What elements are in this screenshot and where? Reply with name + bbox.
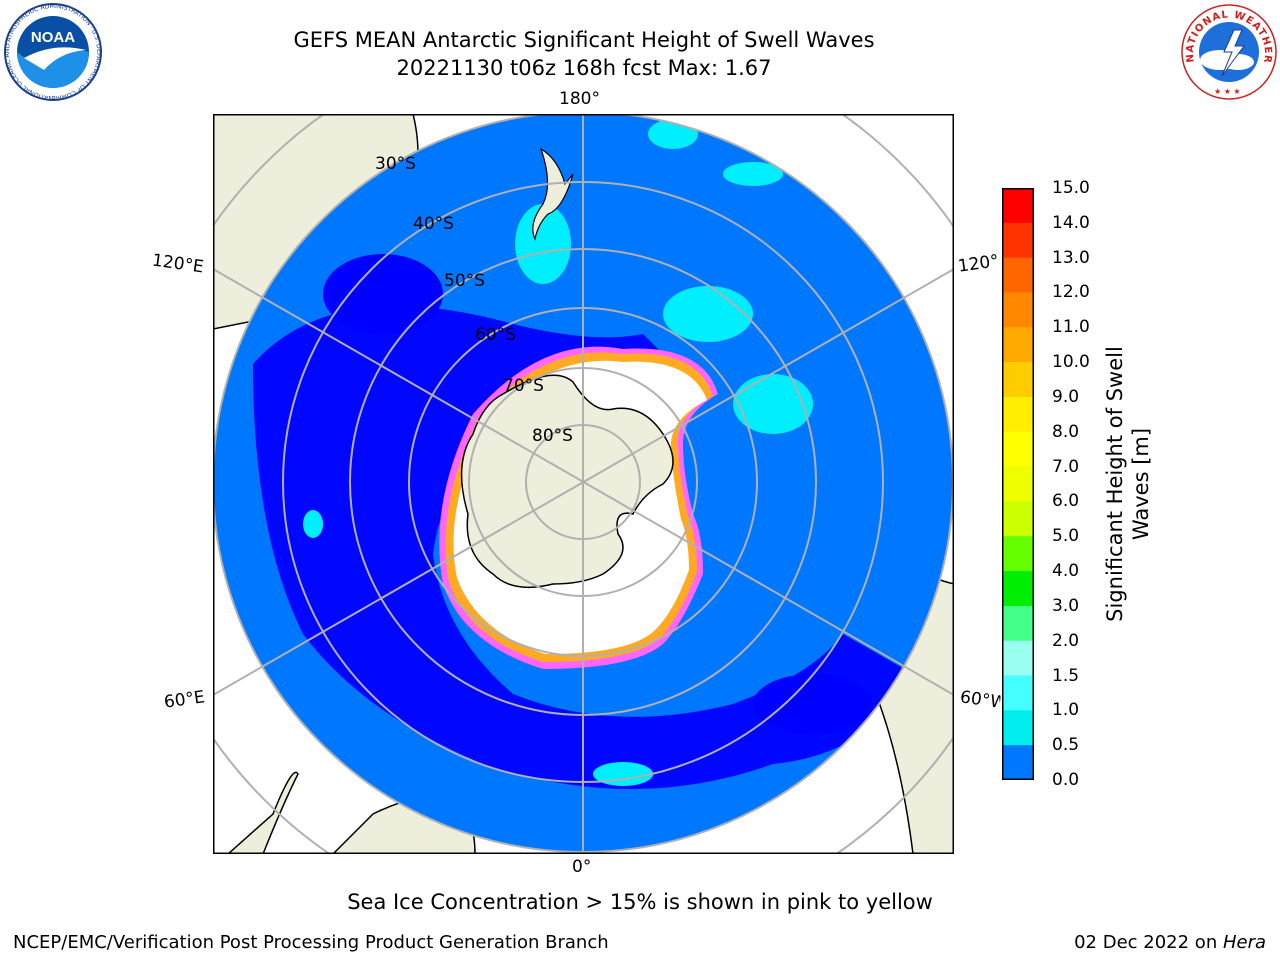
colorbar-tick-label: 12.0	[1052, 282, 1090, 303]
colorbar-segment	[1002, 501, 1034, 537]
noaa-logo: NATIONAL OCEANIC AND ATMOSPHERIC ADMINIS…	[0, 2, 102, 101]
map-subtitle: 20221130 t06z 168h fcst Max: 1.67	[396, 56, 772, 80]
colorbar-segment	[1002, 466, 1034, 502]
colorbar-tick-label: 8.0	[1052, 421, 1080, 442]
colorbar-segment	[1002, 222, 1034, 259]
colorbar-tick-label: 1.5	[1052, 665, 1080, 686]
colorbar-segment	[1002, 640, 1034, 677]
lon-label-120e: 120°E	[150, 250, 205, 278]
colorbar-tick-label: 9.0	[1052, 386, 1080, 407]
colorbar	[1002, 188, 1034, 780]
footer-date-text: 02 Dec 2022 on	[1074, 932, 1223, 953]
colorbar-tick-label: 14.0	[1052, 212, 1090, 233]
colorbar-segment	[1002, 362, 1034, 398]
colorbar-segment	[1002, 327, 1034, 363]
colorbar-tick-label: 13.0	[1052, 247, 1090, 268]
colorbar-segment	[1002, 675, 1034, 711]
colorbar-segment	[1002, 431, 1034, 468]
swell-patch	[515, 204, 571, 284]
latitude-labels: 30°S 40°S 50°S 60°S 70°S 80°S	[375, 154, 573, 446]
colorbar-tick-label: 11.0	[1052, 317, 1090, 338]
colorbar-tick-label: 3.0	[1052, 595, 1080, 616]
lat-label-80: 80°S	[532, 426, 573, 446]
lat-label-70: 70°S	[503, 376, 544, 396]
lon-label-180: 180°	[559, 89, 600, 109]
colorbar-tick-label: 1.0	[1052, 700, 1080, 721]
madagascar-landmass	[226, 771, 299, 854]
colorbar-tick-label: 5.0	[1052, 526, 1080, 547]
lat-label-50: 50°S	[444, 271, 485, 291]
colorbar-segment	[1002, 257, 1034, 293]
colorbar-segment	[1002, 571, 1034, 607]
colorbar-tick-label: 2.0	[1052, 630, 1080, 651]
antarctica-landmass	[460, 374, 674, 589]
map-title: GEFS MEAN Antarctic Significant Height o…	[293, 28, 875, 52]
colorbar-label-text: Significant Height of Swell Waves [m]	[1103, 346, 1153, 622]
footer-branch: NCEP/EMC/Verification Post Processing Pr…	[13, 932, 609, 953]
colorbar-segment	[1002, 745, 1034, 780]
lat-label-40: 40°S	[413, 214, 454, 234]
colorbar-tick-label: 0.5	[1052, 735, 1080, 756]
footer-host: Hera	[1222, 932, 1266, 953]
svg-text:★ ★ ★: ★ ★ ★	[1214, 87, 1241, 96]
footer-date: 02 Dec 2022 on Hera	[1074, 932, 1266, 953]
colorbar-segment	[1002, 605, 1034, 642]
lon-label-60e: 60°E	[162, 687, 207, 713]
colorbar-tick-label: 15.0	[1052, 178, 1090, 198]
new-zealand-landmass	[532, 147, 574, 241]
colorbar-segment	[1002, 188, 1034, 224]
colorbar-segment	[1002, 536, 1034, 572]
nws-logo: NATIONAL WEATHER SERVICE ★ ★ ★	[1176, 2, 1277, 100]
antarctic-swell-map: 30°S 40°S 50°S 60°S 70°S 80°S	[213, 114, 954, 854]
lon-label-60w: 60°W	[958, 687, 1002, 713]
colorbar-segment	[1002, 396, 1034, 433]
lon-label-0: 0°	[572, 857, 592, 877]
colorbar-segment	[1002, 292, 1034, 328]
colorbar-tick-label: 7.0	[1052, 456, 1080, 477]
colorbar-segment	[1002, 710, 1034, 746]
colorbar-tick-label: 4.0	[1052, 561, 1080, 582]
lat-label-30: 30°S	[375, 154, 416, 174]
colorbar-tick-label: 10.0	[1052, 352, 1090, 373]
sea-ice-caption: Sea Ice Concentration > 15% is shown in …	[347, 890, 933, 914]
colorbar-tick-label: 6.0	[1052, 491, 1080, 512]
colorbar-tick-label: 0.0	[1052, 770, 1080, 790]
lat-label-60: 60°S	[475, 325, 516, 345]
lon-label-120w: 120°W	[956, 251, 1000, 277]
noaa-wordmark: NOAA	[31, 29, 75, 46]
